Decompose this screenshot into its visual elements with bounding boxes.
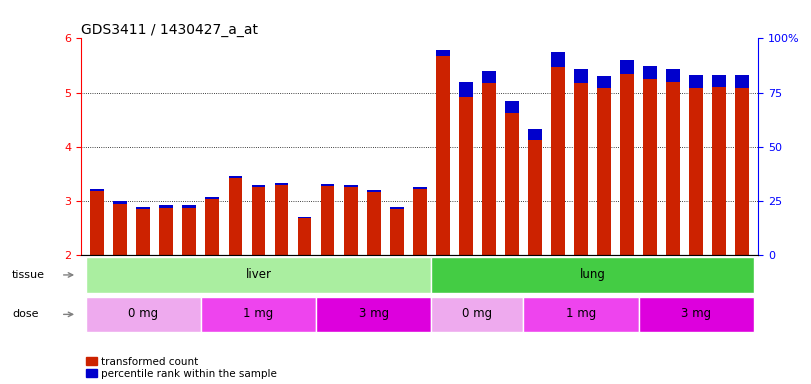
- Bar: [431, 257, 753, 293]
- Bar: [114, 201, 127, 204]
- Text: GDS3411 / 1430427_a_at: GDS3411 / 1430427_a_at: [81, 23, 258, 37]
- Bar: [712, 75, 726, 87]
- Bar: [90, 189, 104, 191]
- Text: 3 mg: 3 mg: [681, 307, 711, 320]
- Bar: [459, 97, 473, 255]
- Bar: [638, 296, 753, 332]
- Bar: [620, 60, 634, 74]
- Bar: [298, 217, 311, 218]
- Bar: [390, 207, 404, 209]
- Bar: [574, 83, 588, 255]
- Bar: [114, 204, 127, 255]
- Text: 0 mg: 0 mg: [462, 307, 492, 320]
- Bar: [736, 88, 749, 255]
- Bar: [528, 129, 542, 140]
- Bar: [201, 296, 316, 332]
- Bar: [367, 192, 380, 255]
- Bar: [86, 296, 201, 332]
- Bar: [275, 185, 289, 255]
- Bar: [643, 79, 657, 255]
- Bar: [620, 74, 634, 255]
- Bar: [298, 218, 311, 255]
- Bar: [316, 296, 431, 332]
- Bar: [666, 82, 680, 255]
- Bar: [229, 176, 242, 178]
- Bar: [205, 199, 219, 255]
- Bar: [528, 140, 542, 255]
- Bar: [736, 75, 749, 88]
- Bar: [136, 207, 150, 209]
- Bar: [390, 209, 404, 255]
- Bar: [597, 76, 611, 88]
- Bar: [90, 191, 104, 255]
- Bar: [482, 83, 496, 255]
- Bar: [551, 66, 564, 255]
- Bar: [160, 205, 174, 207]
- Text: tissue: tissue: [12, 270, 45, 280]
- Bar: [182, 207, 196, 255]
- Bar: [431, 296, 523, 332]
- Text: lung: lung: [580, 268, 605, 281]
- Bar: [344, 187, 358, 255]
- Text: liver: liver: [246, 268, 272, 281]
- Text: 1 mg: 1 mg: [243, 307, 273, 320]
- Legend: transformed count, percentile rank within the sample: transformed count, percentile rank withi…: [86, 357, 277, 379]
- Bar: [666, 69, 680, 82]
- Bar: [136, 209, 150, 255]
- Bar: [436, 50, 449, 56]
- Bar: [482, 71, 496, 83]
- Bar: [251, 187, 265, 255]
- Bar: [413, 189, 427, 255]
- Bar: [182, 205, 196, 207]
- Bar: [574, 69, 588, 83]
- Bar: [505, 101, 519, 113]
- Bar: [597, 88, 611, 255]
- Text: dose: dose: [12, 310, 39, 319]
- Bar: [205, 197, 219, 199]
- Bar: [344, 185, 358, 187]
- Bar: [712, 87, 726, 255]
- Bar: [689, 75, 703, 88]
- Text: 1 mg: 1 mg: [566, 307, 596, 320]
- Bar: [505, 113, 519, 255]
- Bar: [413, 187, 427, 189]
- Bar: [436, 56, 449, 255]
- Bar: [523, 296, 638, 332]
- Bar: [551, 53, 564, 66]
- Bar: [275, 183, 289, 185]
- Bar: [320, 184, 334, 186]
- Bar: [86, 257, 431, 293]
- Bar: [643, 66, 657, 79]
- Bar: [459, 82, 473, 97]
- Bar: [367, 190, 380, 192]
- Bar: [320, 186, 334, 255]
- Text: 3 mg: 3 mg: [358, 307, 388, 320]
- Bar: [160, 207, 174, 255]
- Bar: [689, 88, 703, 255]
- Bar: [251, 185, 265, 187]
- Bar: [229, 178, 242, 255]
- Text: 0 mg: 0 mg: [128, 307, 158, 320]
